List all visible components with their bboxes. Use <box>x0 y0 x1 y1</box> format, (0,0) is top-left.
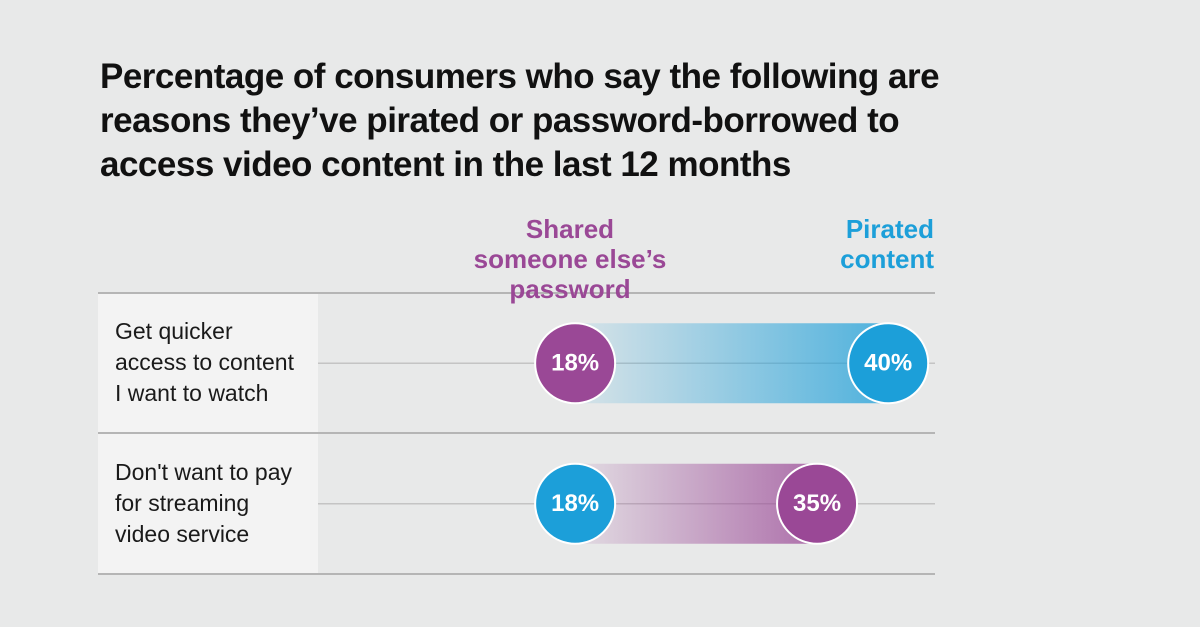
legend-entry: Shared someone else’s password <box>473 214 667 304</box>
value-label: 18% <box>551 350 599 377</box>
chart-title: Percentage of consumers who say the foll… <box>100 57 940 184</box>
value-label: 18% <box>551 490 599 517</box>
dot <box>534 462 617 545</box>
legend-entry: Pirated content <box>840 214 934 274</box>
dot <box>776 462 859 545</box>
category-label: Get quicker access to content I want to … <box>115 318 294 407</box>
value-label: 40% <box>864 350 912 377</box>
dot <box>534 322 617 405</box>
category-label: Don't want to pay for streaming video se… <box>115 458 292 547</box>
connector <box>575 323 889 404</box>
dot <box>847 322 930 405</box>
value-label: 35% <box>793 490 841 517</box>
